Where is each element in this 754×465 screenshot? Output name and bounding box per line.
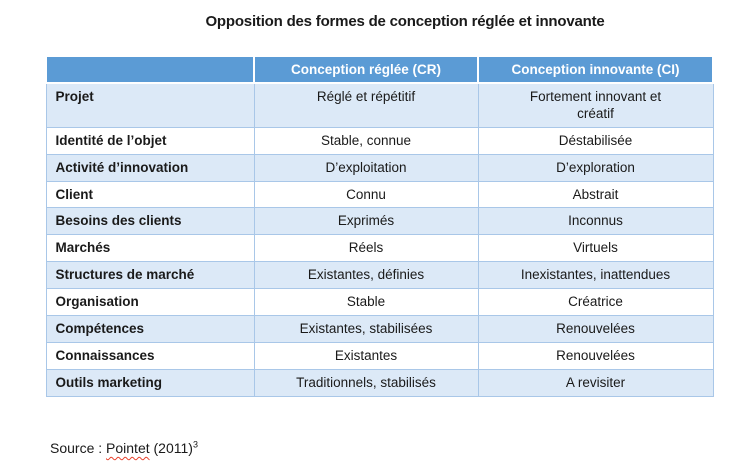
cr-value-cell: Stable	[253, 288, 479, 316]
ci-value-cell: Fortement innovant et créatif	[477, 82, 714, 128]
ci-value-cell: A revisiter	[477, 368, 714, 397]
row-label-cell: Activité d’innovation	[45, 153, 255, 182]
table-row: Projet Réglé et répétitif Fortement innova…	[45, 82, 714, 128]
row-label-cell: Structures de marché	[45, 261, 255, 289]
row-label-cell: Besoins des clients	[45, 207, 255, 236]
ci-value-cell: D’exploration	[477, 153, 714, 182]
cr-value-cell: Stable, connue	[253, 126, 479, 155]
row-label-cell: Outils marketing	[45, 368, 255, 397]
source-note: Source : Pointet (2011)3	[50, 440, 198, 456]
row-label-cell: Identité de l’objet	[45, 126, 255, 155]
ci-value-cell: Renouvelées	[477, 314, 714, 343]
footnote-ref: 3	[192, 439, 198, 450]
row-label-cell: Compétences	[45, 314, 255, 343]
cr-value-cell: Exprimés	[253, 207, 479, 236]
table-row: Compétences Existantes, stabilisées Renouv…	[45, 314, 714, 343]
header-conception-reglee: Conception réglée (CR)	[253, 55, 479, 84]
table-row: Client Connu Abstrait	[45, 180, 714, 209]
cr-value-cell: Traditionnels, stabilisés	[253, 368, 479, 397]
ci-value-cell: Déstabilisée	[477, 126, 714, 155]
table-row: Organisation Stable Créatrice	[45, 288, 714, 316]
ci-value-cell: Virtuels	[477, 234, 714, 263]
row-label-cell: Organisation	[45, 288, 255, 316]
cr-value-cell: D’exploitation	[253, 153, 479, 182]
comparison-table: Conception réglée (CR) Conception innova…	[45, 55, 714, 397]
row-label-cell: Projet	[45, 82, 255, 128]
ci-value-cell: Inconnus	[477, 207, 714, 236]
source-prefix: Source :	[50, 440, 107, 456]
cr-value-cell: Réels	[253, 234, 479, 263]
ci-value-cell: Abstrait	[477, 180, 714, 209]
table-row: Connaissances Existantes Renouvelées	[45, 341, 714, 370]
row-label-cell: Client	[45, 180, 255, 209]
table-row: Identité de l’objet Stable, connue Déstabi…	[45, 126, 714, 155]
header-conception-innovante: Conception innovante (CI)	[477, 55, 714, 84]
row-label-cell: Marchés	[45, 234, 255, 263]
cr-value-cell: Existantes	[253, 341, 479, 370]
table-row: Activité d’innovation D’exploitation D’exp…	[45, 153, 714, 182]
ci-value-cell: Inexistantes, inattendues	[477, 261, 714, 289]
source-year: (2011)	[149, 440, 193, 456]
ci-value-cell: Créatrice	[477, 288, 714, 316]
header-empty-cell	[45, 55, 255, 84]
cr-value-cell: Réglé et répétitif	[253, 82, 479, 128]
table-title: Opposition des formes de conception régl…	[205, 13, 605, 30]
header-row: Conception réglée (CR) Conception innova…	[45, 55, 714, 84]
table-row: Outils marketing Traditionnels, stabilisé…	[45, 368, 714, 397]
table-body: Projet Réglé et répétitif Fortement innova…	[45, 82, 714, 397]
cr-value-cell: Connu	[253, 180, 479, 209]
row-label-cell: Connaissances	[45, 341, 255, 370]
cr-value-cell: Existantes, stabilisées	[253, 314, 479, 343]
ci-value-cell: Renouvelées	[477, 341, 714, 370]
table-row: Besoins des clients Exprimés Inconnus	[45, 207, 714, 236]
table-row: Structures de marché Existantes, définies…	[45, 261, 714, 289]
table-row: Marchés Réels Virtuels	[45, 234, 714, 263]
cr-value-cell: Existantes, définies	[253, 261, 479, 289]
source-author: Pointet	[106, 440, 150, 456]
